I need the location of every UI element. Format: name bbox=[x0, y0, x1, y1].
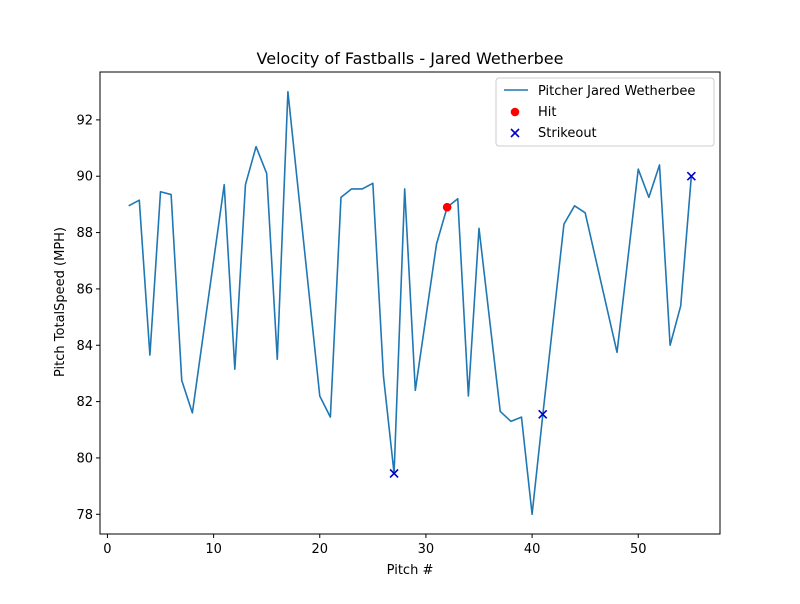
x-tick-label: 10 bbox=[205, 542, 222, 557]
legend-label-hit: Hit bbox=[538, 105, 556, 120]
y-tick-label: 86 bbox=[76, 282, 93, 297]
legend-label-pitcher: Pitcher Jared Wetherbee bbox=[538, 84, 695, 99]
x-tick-label: 50 bbox=[630, 542, 647, 557]
legend-hit-swatch bbox=[510, 107, 520, 117]
y-tick-label: 80 bbox=[76, 451, 93, 466]
legend-strikeout-swatch bbox=[510, 128, 520, 138]
x-tick-label: 40 bbox=[524, 542, 541, 557]
x-tick-label: 20 bbox=[311, 542, 328, 557]
y-tick-label: 90 bbox=[76, 170, 93, 185]
strikeout-point bbox=[686, 171, 696, 181]
hit-point bbox=[442, 202, 452, 212]
plot-frame bbox=[99, 71, 721, 535]
y-tick-label: 92 bbox=[76, 113, 93, 128]
legend: Pitcher Jared Wetherbee Hit Strikeout bbox=[495, 77, 715, 147]
legend-label-strikeout: Strikeout bbox=[538, 126, 597, 141]
y-axis-label: Pitch TotalSpeed (MPH) bbox=[53, 227, 68, 377]
y-tick-label: 88 bbox=[76, 226, 93, 241]
legend-box bbox=[495, 77, 715, 147]
y-tick-label: 82 bbox=[76, 395, 93, 410]
y-axis-ticks: 78 80 82 84 86 88 90 92 bbox=[76, 113, 100, 523]
x-axis-label: Pitch # bbox=[387, 563, 434, 578]
chart-title: Velocity of Fastballs - Jared Wetherbee bbox=[257, 49, 564, 68]
y-tick-label: 84 bbox=[76, 339, 93, 354]
x-tick-label: 30 bbox=[418, 542, 435, 557]
y-tick-label: 78 bbox=[76, 508, 93, 523]
x-tick-label: 0 bbox=[103, 542, 111, 557]
strikeout-point bbox=[538, 409, 548, 419]
strikeout-point bbox=[389, 468, 399, 478]
x-axis-ticks: 0 10 20 30 40 50 bbox=[103, 534, 647, 557]
velocity-line bbox=[128, 90, 693, 516]
plot-area bbox=[128, 90, 696, 516]
